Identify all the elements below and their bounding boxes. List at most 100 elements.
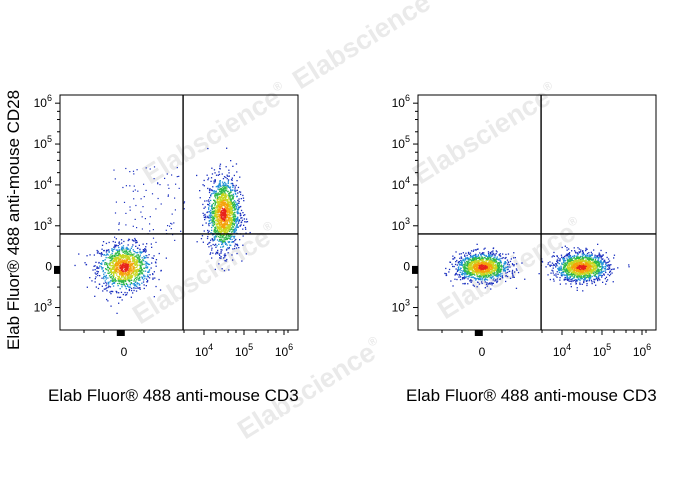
event-dot: [238, 200, 240, 203]
event-dot: [492, 258, 494, 260]
event-dot: [470, 266, 472, 268]
event-dot: [471, 272, 474, 274]
event-dot: [130, 274, 132, 276]
event-dot: [139, 270, 142, 273]
event-dot: [119, 260, 122, 262]
event-dot: [152, 229, 154, 231]
event-dot: [488, 272, 490, 274]
event-dot: [492, 266, 494, 268]
event-dot: [144, 270, 147, 272]
event-dot: [568, 259, 570, 261]
event-dot: [235, 217, 238, 220]
event-dot: [219, 214, 221, 216]
event-dot: [109, 264, 111, 266]
event-dot: [458, 263, 460, 265]
event-dot: [566, 276, 568, 278]
event-dot: [208, 214, 211, 216]
event-dot: [111, 261, 113, 263]
event-dot: [109, 281, 111, 283]
event-dot: [116, 255, 118, 257]
event-dot: [524, 278, 526, 280]
event-dot: [487, 266, 490, 269]
event-dot: [601, 264, 603, 266]
event-dot: [579, 262, 581, 264]
event-dot: [124, 277, 126, 279]
event-dot: [493, 253, 495, 255]
event-dot: [481, 258, 483, 260]
event-dot: [127, 248, 130, 250]
event-dot: [135, 242, 137, 244]
event-dot: [235, 201, 237, 203]
event-dot: [584, 276, 586, 278]
event-dot: [579, 278, 581, 280]
event-dot: [215, 201, 218, 203]
event-dot: [494, 280, 496, 282]
event-dot: [211, 249, 213, 251]
event-dot: [561, 268, 563, 271]
event-dot: [467, 257, 469, 259]
event-dot: [573, 261, 575, 263]
event-dot: [598, 254, 601, 256]
event-dot: [107, 283, 110, 285]
event-dot: [134, 269, 137, 271]
event-dot: [216, 230, 218, 232]
event-dot: [223, 196, 226, 199]
event-dot: [210, 177, 213, 179]
event-dot: [199, 190, 201, 192]
event-dot: [484, 265, 487, 268]
event-dot: [493, 256, 495, 259]
event-dot: [225, 236, 227, 238]
event-dot: [487, 268, 490, 270]
event-dot: [489, 271, 491, 273]
event-dot: [233, 237, 235, 239]
event-dot: [597, 275, 600, 277]
event-dot: [553, 280, 555, 282]
event-dot: [237, 218, 239, 221]
event-dot: [124, 259, 126, 261]
event-dot: [165, 229, 167, 231]
event-dot: [215, 190, 217, 192]
event-dot: [121, 281, 124, 283]
event-dot: [504, 261, 506, 263]
event-dot: [462, 252, 464, 254]
event-dot: [118, 266, 120, 268]
event-dot: [109, 262, 112, 265]
event-dot: [118, 282, 121, 285]
event-dot: [133, 253, 135, 255]
event-dot: [229, 204, 231, 206]
event-dot: [154, 261, 157, 263]
event-dot: [114, 257, 116, 259]
event-dot: [152, 237, 155, 239]
event-dot: [218, 183, 220, 185]
event-dot: [229, 235, 231, 237]
event-dot: [220, 238, 223, 241]
event-dot: [217, 192, 220, 194]
event-dot: [237, 205, 239, 207]
event-dot: [223, 184, 225, 186]
event-dot: [460, 253, 462, 255]
event-dot: [461, 277, 464, 279]
event-dot: [126, 267, 128, 269]
event-dot: [588, 252, 590, 254]
event-dot: [144, 275, 146, 277]
event-dot: [495, 267, 498, 269]
event-dot: [174, 209, 176, 211]
event-dot: [610, 264, 612, 266]
event-dot: [455, 273, 457, 276]
event-dot: [582, 264, 584, 266]
event-dot: [482, 253, 484, 255]
event-dot: [118, 268, 120, 270]
event-dot: [125, 251, 127, 253]
event-dot: [560, 254, 563, 256]
event-dot: [563, 258, 565, 260]
event-dot: [468, 270, 470, 272]
event-dot: [137, 247, 139, 249]
event-dot: [487, 283, 489, 285]
event-dot: [483, 264, 485, 267]
event-dot: [601, 274, 603, 277]
event-dot: [230, 200, 232, 202]
event-dot: [473, 249, 475, 251]
event-dot: [211, 219, 213, 221]
event-dot: [132, 272, 134, 274]
event-dot: [567, 277, 569, 279]
